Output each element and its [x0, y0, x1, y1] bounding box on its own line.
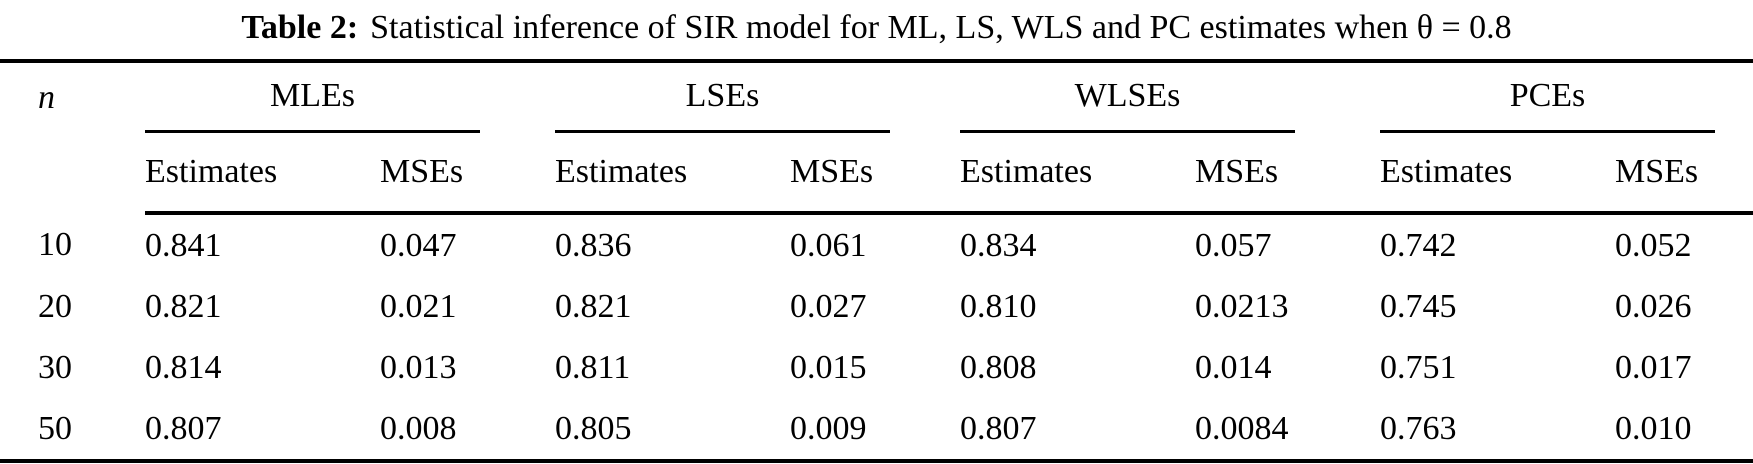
- column-header-wlse-mses: MSEs: [1195, 133, 1380, 215]
- table-row-n20: 20 0.821 0.021 0.821 0.027 0.810 0.0213 …: [0, 276, 1753, 337]
- table-row-n50: 50 0.807 0.008 0.805 0.009 0.807 0.0084 …: [0, 398, 1753, 461]
- group-header-wlses: WLSEs: [960, 61, 1380, 133]
- cell-lse-mse: 0.061: [790, 226, 867, 264]
- data-table: n MLEs LSEs WLSEs PCEs Estimates MSEs Es…: [0, 59, 1753, 463]
- cell-wlse-mse: 0.0084: [1195, 409, 1289, 447]
- cell-mle-estimate: 0.807: [145, 409, 222, 447]
- cell-mle-estimate: 0.814: [145, 348, 222, 386]
- subheader-row: Estimates MSEs Estimates MSEs Estimates …: [0, 133, 1753, 215]
- cell-wlse-estimate: 0.810: [960, 287, 1037, 325]
- cell-lse-estimate: 0.836: [555, 226, 632, 264]
- cell-lse-mse: 0.015: [790, 348, 867, 386]
- caption-label: Table 2:: [241, 9, 359, 46]
- cell-mle-mse: 0.013: [380, 348, 457, 386]
- cell-mle-estimate: 0.841: [145, 226, 222, 264]
- group-underline-wlses: WLSEs: [960, 63, 1295, 133]
- cell-mle-mse: 0.047: [380, 226, 457, 264]
- cell-mle-estimate: 0.821: [145, 287, 222, 325]
- group-label-lses: LSEs: [685, 77, 760, 114]
- cell-pce-estimate: 0.763: [1380, 409, 1457, 447]
- column-header-lse-estimates: Estimates: [555, 133, 790, 215]
- cell-wlse-mse: 0.0213: [1195, 287, 1289, 325]
- group-header-lses: LSEs: [555, 61, 960, 133]
- cell-pce-mse: 0.052: [1615, 226, 1692, 264]
- table-row-n10: 10 0.841 0.047 0.836 0.061 0.834 0.057 0…: [0, 213, 1753, 276]
- group-header-mles: MLEs: [145, 61, 555, 133]
- cell-wlse-estimate: 0.807: [960, 409, 1037, 447]
- column-header-n: n: [38, 79, 55, 116]
- cell-pce-estimate: 0.745: [1380, 287, 1457, 325]
- cell-n: 50: [38, 409, 72, 447]
- cell-lse-estimate: 0.821: [555, 287, 632, 325]
- column-header-wlse-estimates: Estimates: [960, 133, 1195, 215]
- cell-lse-estimate: 0.811: [555, 348, 631, 386]
- group-label-mles: MLEs: [270, 77, 355, 114]
- cell-lse-mse: 0.009: [790, 409, 867, 447]
- cell-wlse-mse: 0.014: [1195, 348, 1272, 386]
- cell-wlse-estimate: 0.834: [960, 226, 1037, 264]
- cell-lse-mse: 0.027: [790, 287, 867, 325]
- cell-pce-estimate: 0.742: [1380, 226, 1457, 264]
- table-row-n30: 30 0.814 0.013 0.811 0.015 0.808 0.014 0…: [0, 337, 1753, 398]
- column-header-mle-estimates: Estimates: [145, 133, 380, 215]
- table-caption: Table 2: Statistical inference of SIR mod…: [0, 0, 1753, 59]
- group-underline-lses: LSEs: [555, 63, 890, 133]
- caption-text: Statistical inference of SIR model for M…: [370, 9, 1512, 46]
- column-header-mle-mses: MSEs: [380, 133, 555, 215]
- cell-pce-mse: 0.010: [1615, 409, 1692, 447]
- cell-wlse-estimate: 0.808: [960, 348, 1037, 386]
- cell-pce-estimate: 0.751: [1380, 348, 1457, 386]
- group-underline-pces: PCEs: [1380, 63, 1715, 133]
- cell-n: 20: [38, 287, 72, 325]
- column-header-pce-estimates: Estimates: [1380, 133, 1615, 215]
- cell-lse-estimate: 0.805: [555, 409, 632, 447]
- cell-n: 30: [38, 348, 72, 386]
- cell-pce-mse: 0.026: [1615, 287, 1692, 325]
- group-label-wlses: WLSEs: [1074, 77, 1181, 114]
- group-header-row: n MLEs LSEs WLSEs PCEs: [0, 61, 1753, 133]
- cell-n: 10: [38, 225, 72, 263]
- cell-mle-mse: 0.008: [380, 409, 457, 447]
- group-underline-mles: MLEs: [145, 63, 480, 133]
- column-header-pce-mses: MSEs: [1615, 133, 1753, 215]
- group-header-pces: PCEs: [1380, 61, 1753, 133]
- column-header-lse-mses: MSEs: [790, 133, 960, 215]
- cell-mle-mse: 0.021: [380, 287, 457, 325]
- cell-wlse-mse: 0.057: [1195, 226, 1272, 264]
- group-label-pces: PCEs: [1509, 77, 1586, 114]
- cell-pce-mse: 0.017: [1615, 348, 1692, 386]
